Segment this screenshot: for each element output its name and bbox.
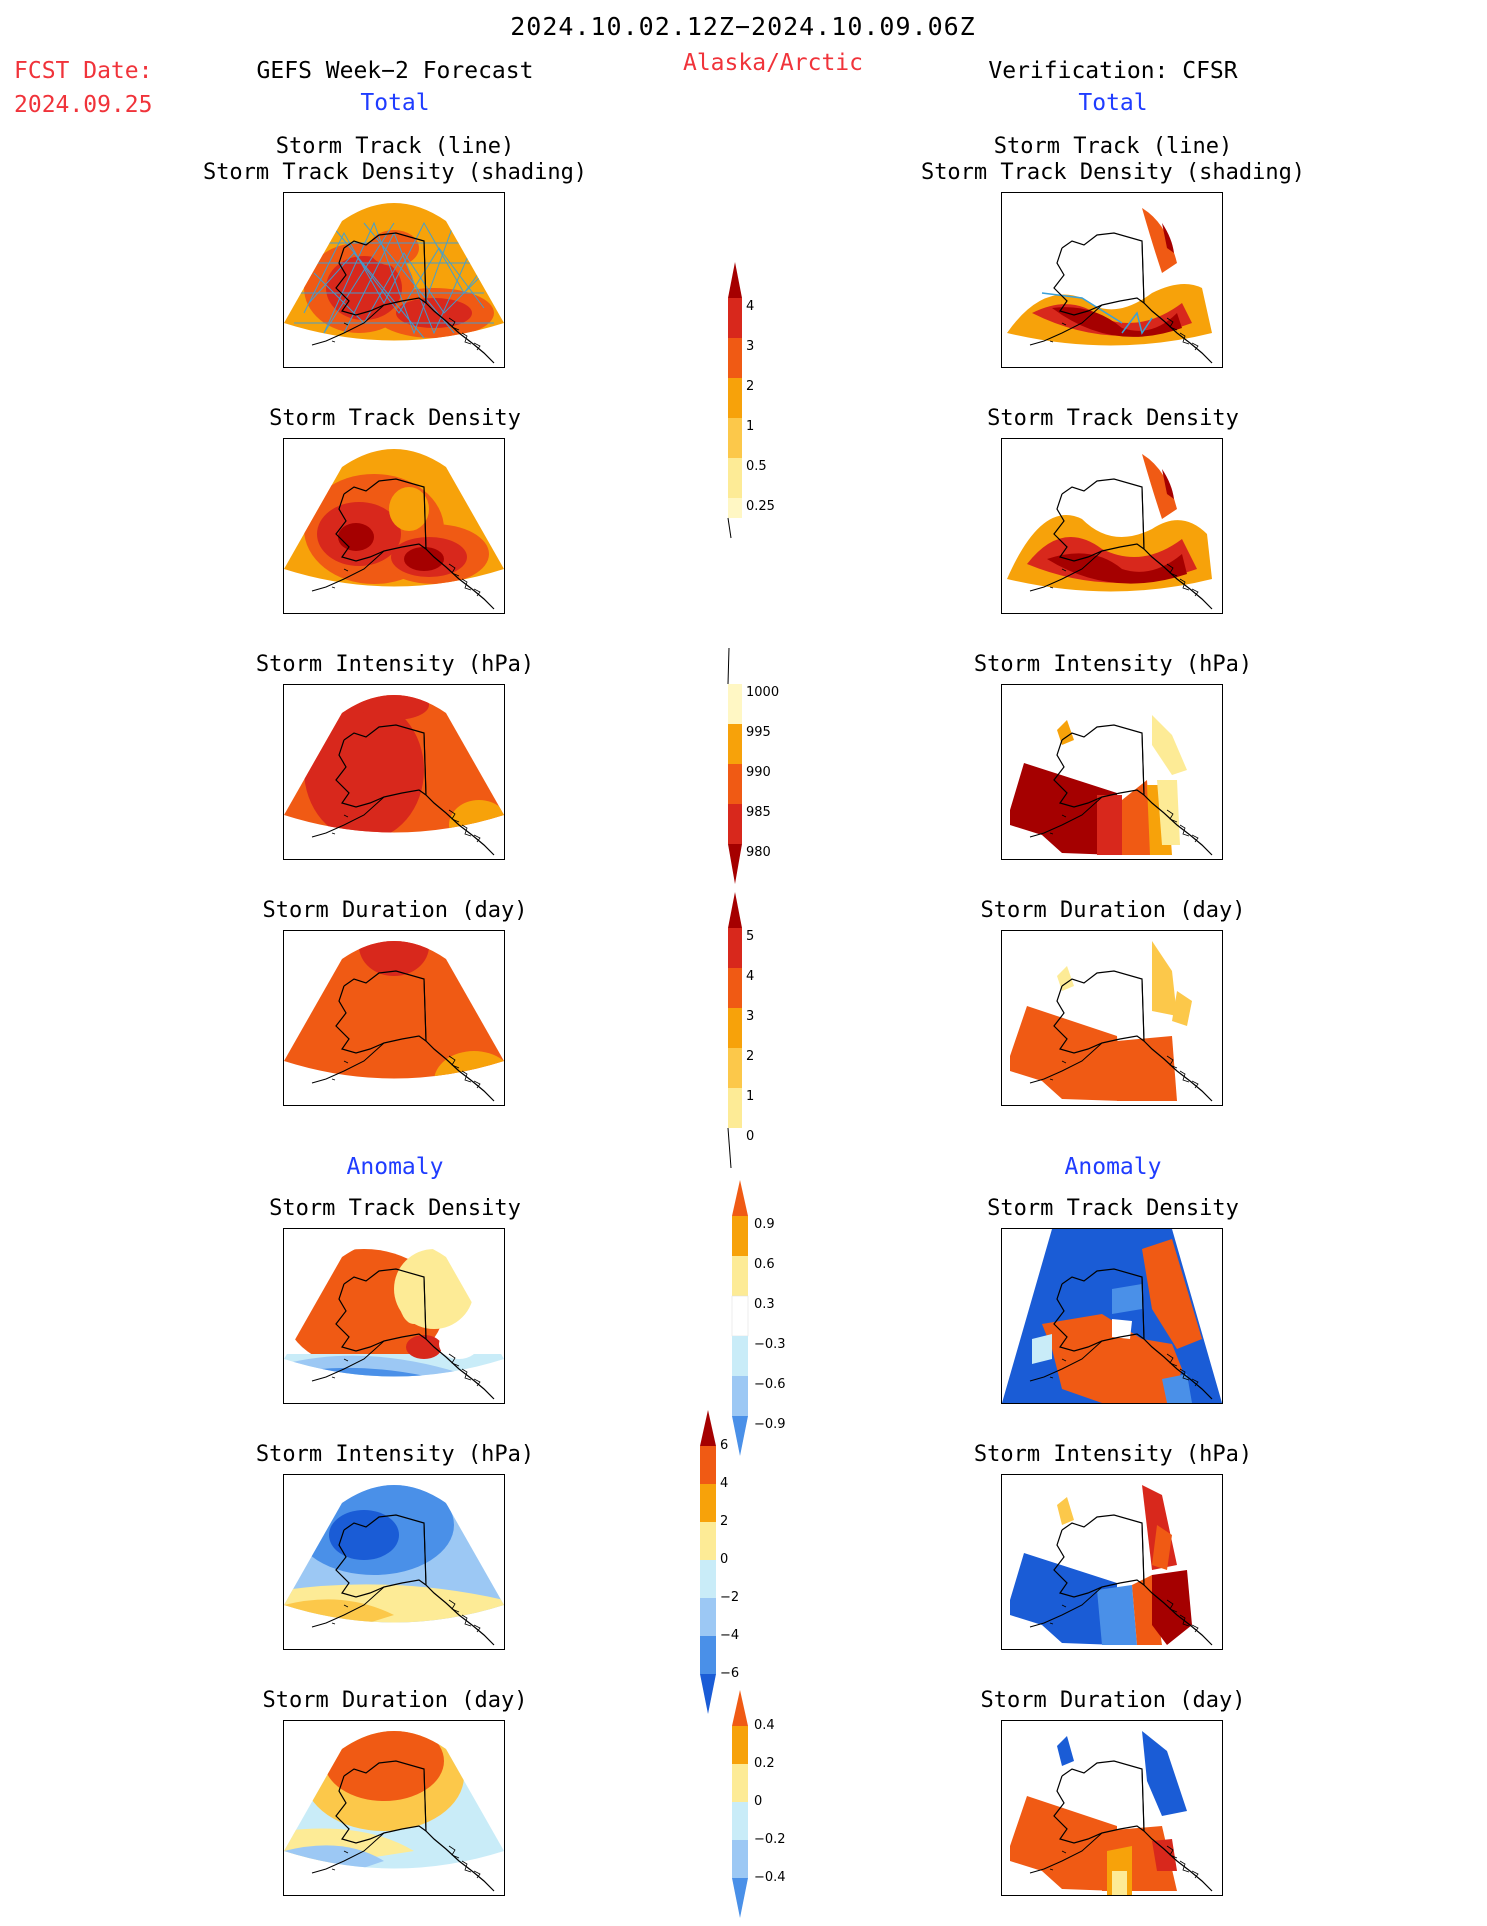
- right-anom-intensity-map: [1001, 1474, 1223, 1650]
- anom-density-colorbar-tick: −0.6: [754, 1377, 786, 1392]
- right-total-label: Total: [1078, 90, 1148, 116]
- left-duration-title: Storm Duration (day): [262, 898, 528, 923]
- anom-density-colorbar-tick: 0.6: [754, 1257, 775, 1272]
- right-anom-density-map: [1001, 1228, 1223, 1404]
- intensity-colorbar: 1000 995 990 985 980: [722, 647, 779, 892]
- anom-duration-colorbar-tick: −0.2: [754, 1832, 786, 1847]
- anom-density-colorbar-tick: −0.3: [754, 1337, 786, 1352]
- density-colorbar: 4 3 2 1 0.5 0.25: [722, 262, 775, 548]
- anom-duration-colorbar-tick: 0.4: [754, 1718, 775, 1733]
- duration-colorbar-tick: 3: [746, 1009, 755, 1024]
- anom-intensity-colorbar: 6 4 2 0 −2 −4 −6: [698, 1410, 739, 1724]
- duration-colorbar: 5 4 3 2 1 0: [722, 892, 754, 1178]
- right-anom-intensity-title: Storm Intensity (hPa): [973, 1442, 1253, 1467]
- anom-intensity-colorbar-tick: 4: [720, 1476, 729, 1491]
- left-duration-map: [283, 930, 505, 1106]
- region-label: Alaska/Arctic: [682, 50, 864, 76]
- density-colorbar-tick: 3: [746, 339, 755, 354]
- anom-duration-colorbar-tick: −0.4: [754, 1870, 786, 1885]
- left-total-label: Total: [360, 90, 430, 116]
- density-colorbar-tick: 4: [746, 299, 755, 314]
- right-duration-title: Storm Duration (day): [980, 898, 1246, 923]
- density-colorbar-tick: 1: [746, 419, 755, 434]
- left-column-title: GEFS Week−2 Forecast: [256, 58, 534, 84]
- fcst-date-value: 2024.09.25: [14, 92, 153, 118]
- intensity-colorbar-tick: 995: [746, 725, 771, 740]
- anom-duration-colorbar-tick: 0.2: [754, 1756, 775, 1771]
- left-track-line-title: Storm Track (line): [275, 134, 515, 159]
- anom-intensity-colorbar-tick: 2: [720, 1514, 729, 1529]
- left-anom-density-title: Storm Track Density: [269, 1196, 521, 1221]
- intensity-colorbar-tick: 1000: [746, 685, 780, 700]
- right-anom-duration-title: Storm Duration (day): [980, 1688, 1246, 1713]
- right-anom-duration-map: [1001, 1720, 1223, 1896]
- left-track-density-line-map: [283, 192, 505, 368]
- duration-colorbar-tick: 2: [746, 1049, 755, 1064]
- left-anom-intensity-map: [283, 1474, 505, 1650]
- right-duration-map: [1001, 930, 1223, 1106]
- anom-intensity-colorbar-tick: −6: [720, 1666, 740, 1681]
- anom-duration-colorbar: 0.4 0.2 0 −0.2 −0.4: [730, 1690, 786, 1926]
- intensity-colorbar-tick: 985: [746, 805, 771, 820]
- right-intensity-map: [1001, 684, 1223, 860]
- anom-intensity-colorbar-tick: −2: [720, 1590, 740, 1605]
- anom-intensity-colorbar-tick: 6: [720, 1438, 729, 1453]
- density-colorbar-tick: 0.25: [746, 499, 775, 514]
- density-colorbar-tick: 2: [746, 379, 755, 394]
- duration-colorbar-tick: 0: [746, 1129, 755, 1144]
- intensity-colorbar-tick: 990: [746, 765, 771, 780]
- left-anom-intensity-title: Storm Intensity (hPa): [255, 1442, 535, 1467]
- anom-density-colorbar-tick: 0.9: [754, 1217, 775, 1232]
- left-anom-duration-map: [283, 1720, 505, 1896]
- intensity-colorbar-tick: 980: [746, 845, 771, 860]
- right-column-title: Verification: CFSR: [988, 58, 1238, 84]
- date-range-title: 2024.10.02.12Z−2024.10.09.06Z: [510, 12, 976, 41]
- right-anom-density-title: Storm Track Density: [987, 1196, 1239, 1221]
- right-track-shading-title: Storm Track Density (shading): [920, 160, 1306, 185]
- left-track-density-map: [283, 438, 505, 614]
- right-intensity-title: Storm Intensity (hPa): [973, 652, 1253, 677]
- anom-density-colorbar: 0.9 0.6 0.3 −0.3 −0.6 −0.9: [730, 1180, 786, 1464]
- left-anomaly-label: Anomaly: [346, 1154, 444, 1180]
- anom-intensity-colorbar-tick: 0: [720, 1552, 729, 1567]
- left-intensity-map: [283, 684, 505, 860]
- duration-colorbar-tick: 1: [746, 1089, 755, 1104]
- left-anom-density-map: [283, 1228, 505, 1404]
- anom-intensity-colorbar-tick: −4: [720, 1628, 740, 1643]
- fcst-date-label: FCST Date:: [14, 58, 153, 84]
- right-track-line-title: Storm Track (line): [993, 134, 1233, 159]
- right-track-density-map: [1001, 438, 1223, 614]
- anom-density-colorbar-tick: 0.3: [754, 1297, 775, 1312]
- right-anomaly-label: Anomaly: [1064, 1154, 1162, 1180]
- right-density-title: Storm Track Density: [987, 406, 1239, 431]
- density-colorbar-tick: 0.5: [746, 459, 767, 474]
- left-intensity-title: Storm Intensity (hPa): [255, 652, 535, 677]
- anom-duration-colorbar-tick: 0: [754, 1794, 763, 1809]
- left-track-shading-title: Storm Track Density (shading): [202, 160, 588, 185]
- duration-colorbar-tick: 5: [746, 929, 755, 944]
- left-density-title: Storm Track Density: [269, 406, 521, 431]
- anom-density-colorbar-tick: −0.9: [754, 1417, 786, 1432]
- right-track-density-line-map: [1001, 192, 1223, 368]
- left-anom-duration-title: Storm Duration (day): [262, 1688, 528, 1713]
- duration-colorbar-tick: 4: [746, 969, 755, 984]
